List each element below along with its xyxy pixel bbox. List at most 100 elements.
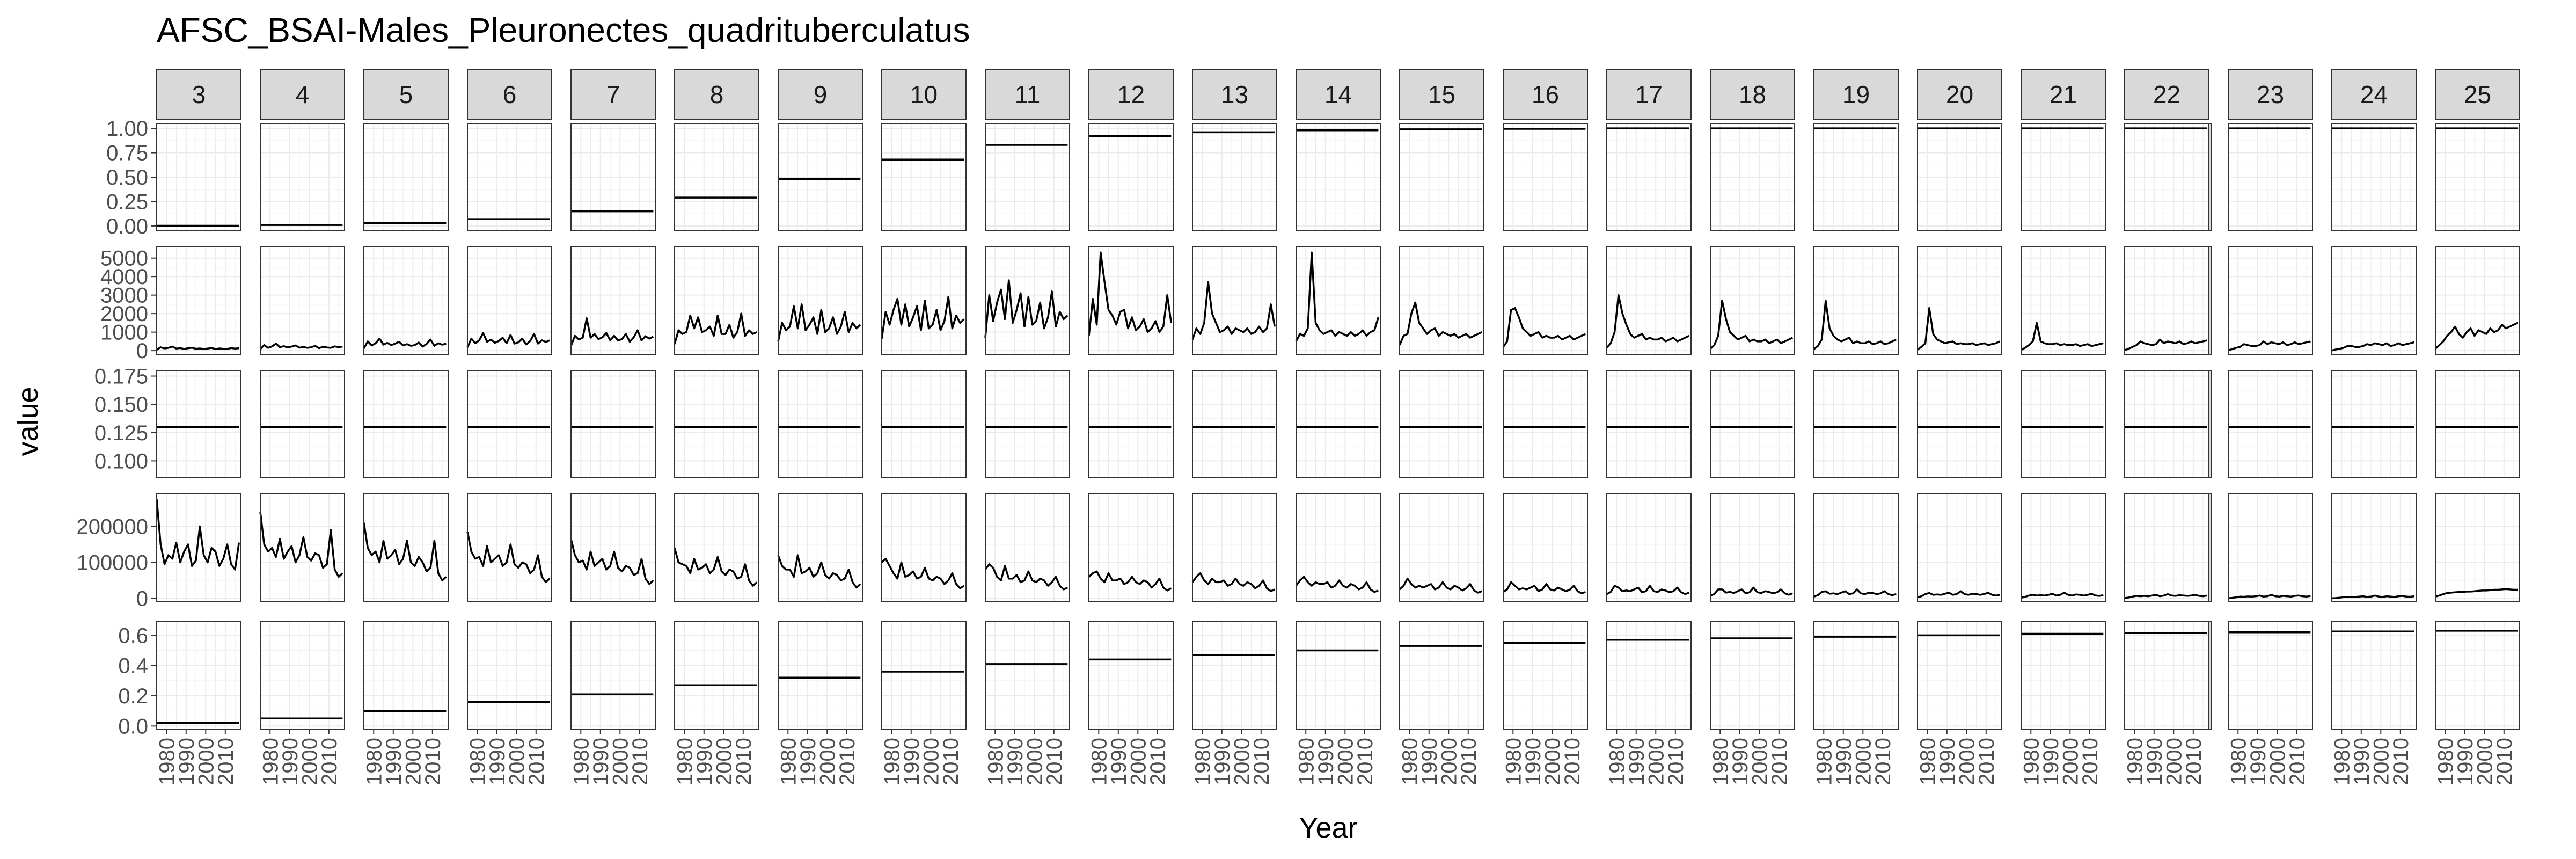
x-tick-label: 2010 [2493, 738, 2516, 785]
panel-border [2331, 621, 2417, 730]
panel [2124, 621, 2209, 730]
panel [1088, 246, 1174, 355]
x-tick-label: 1990 [1314, 738, 1338, 785]
series-line [259, 343, 343, 350]
x-tick-label: 1980 [880, 738, 904, 785]
panel-border [467, 621, 552, 730]
panel-background [675, 370, 759, 478]
x-tick-label: 1980 [2123, 738, 2147, 785]
y-tick-label: 0.100 [94, 449, 148, 473]
column-strip-label: 21 [2050, 81, 2077, 108]
panel-border [156, 370, 241, 478]
panel [1606, 246, 1692, 355]
panel-border [2331, 123, 2417, 231]
column-strip-label: 8 [710, 81, 724, 108]
column-strip-label: 17 [1635, 81, 1663, 108]
panel-border [2228, 123, 2313, 231]
panel-background [2021, 494, 2105, 601]
series-line [881, 296, 965, 339]
panel-background [1710, 494, 1795, 601]
panel-border [363, 621, 449, 730]
panel-background [882, 247, 966, 354]
column-strip-label: 19 [1842, 81, 1870, 108]
panel-border [570, 246, 656, 355]
x-tick-label: 1980 [1916, 738, 1940, 785]
panel-border [1503, 370, 1588, 478]
y-tick-label: 0.4 [118, 654, 148, 678]
panel [1296, 123, 1381, 231]
panel-background [1400, 370, 1484, 478]
x-tick-label: 2000 [712, 738, 736, 785]
panel [2434, 246, 2520, 355]
panel-border [1088, 246, 1174, 355]
panel-border [2124, 123, 2209, 231]
panel [1709, 246, 1795, 355]
y-tick-label: 5000 [100, 247, 148, 271]
panel-background [2228, 247, 2312, 354]
panel [2331, 370, 2417, 478]
series-line [2124, 593, 2207, 599]
series-line [1191, 572, 1276, 592]
series-line [363, 522, 447, 581]
x-tick-label: 2000 [1023, 738, 1046, 785]
panel [881, 370, 967, 478]
y-tick-label: 0.25 [106, 190, 148, 214]
panel [2331, 621, 2417, 730]
panel-border [2021, 370, 2106, 478]
panel-background [2435, 622, 2520, 729]
x-tick-label: 1990 [1729, 738, 1752, 785]
y-tick-label: 0.00 [106, 215, 148, 238]
x-tick-label: 1990 [2350, 738, 2374, 785]
panel-border [985, 493, 1070, 602]
panel-background [2435, 494, 2520, 601]
panel-border [1503, 493, 1588, 602]
column-strip-label: 16 [1532, 81, 1559, 108]
panel-background [260, 622, 345, 729]
panel-background [2125, 494, 2209, 601]
panel-border [1399, 246, 1484, 355]
panel-border [1399, 621, 1484, 730]
panel [260, 621, 345, 730]
column-strip [2435, 69, 2520, 120]
panel-border [1192, 123, 1277, 231]
series-line [466, 532, 551, 584]
panel-border [2021, 246, 2106, 355]
series-line [777, 554, 861, 589]
panel [1917, 493, 2002, 602]
series-line [1709, 300, 1794, 350]
panel-background [1192, 247, 1277, 354]
panel [674, 246, 759, 355]
x-tick-label: 1990 [2143, 738, 2167, 785]
column-strip-label: 25 [2464, 81, 2491, 108]
series-line [2331, 594, 2414, 600]
panel-border [1296, 493, 1381, 602]
x-tick-label: 1990 [2246, 738, 2270, 785]
panel-border [985, 246, 1070, 355]
panel [984, 493, 1070, 602]
panel [1502, 246, 1588, 355]
series-line [1399, 577, 1482, 594]
panel-border [260, 621, 345, 730]
column-strip [674, 69, 759, 120]
panel-border [881, 621, 967, 730]
column-strip-label: 20 [1946, 81, 1973, 108]
x-tick-label: 1990 [279, 738, 302, 785]
panel-background [1400, 247, 1484, 354]
panel-border [1192, 246, 1277, 355]
x-tick-label: 1980 [1709, 738, 1732, 785]
panel-border [778, 246, 863, 355]
y-tick-label: 0.125 [94, 421, 148, 445]
series-line [570, 317, 654, 346]
panel [1813, 621, 1899, 730]
panel [2228, 493, 2313, 602]
series-line [2434, 322, 2519, 350]
x-tick-label: 2010 [2389, 738, 2413, 785]
panel [466, 246, 552, 355]
panel [2124, 493, 2209, 602]
panel [984, 246, 1070, 355]
panel [1503, 621, 1588, 730]
x-tick-label: 2010 [2286, 738, 2309, 785]
panel [1503, 123, 1588, 231]
panel-border [260, 370, 345, 478]
panel [156, 621, 241, 730]
